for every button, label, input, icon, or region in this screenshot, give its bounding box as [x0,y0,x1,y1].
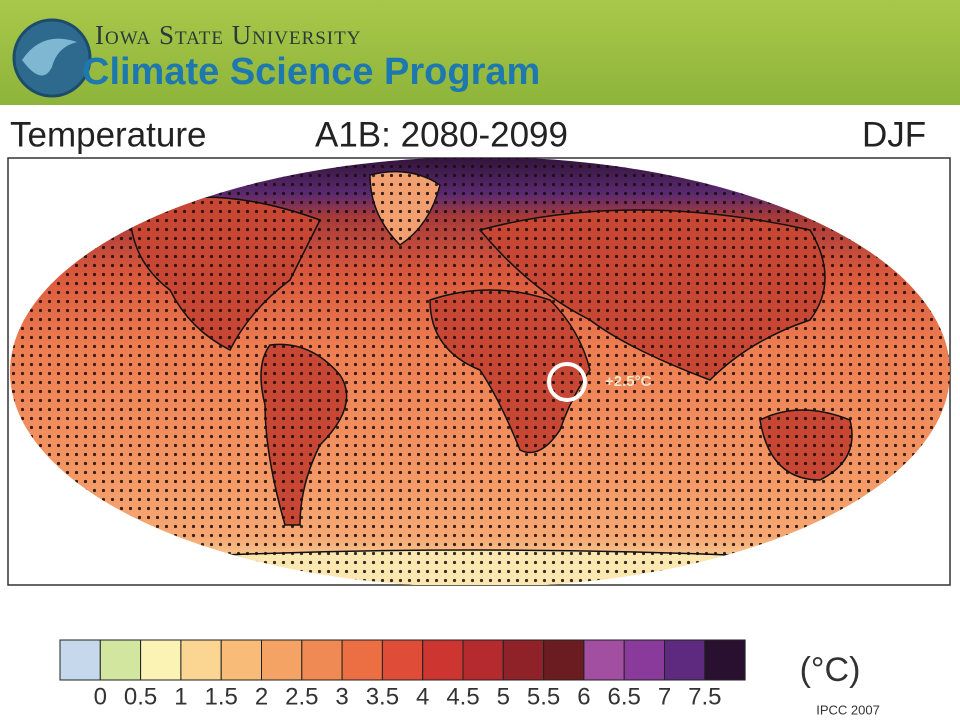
annotation: +2.5°C [605,373,652,390]
colorbar-swatch [381,639,424,681]
colorbar-swatch [220,639,262,681]
colorbar-swatch [704,639,746,681]
colorbar-tick-label: 7 [658,683,671,710]
logo [12,18,92,98]
colorbar-tick-label: 0.5 [124,683,157,710]
colorbar-swatch [140,639,182,681]
colorbar-tick-label: 6 [577,683,590,710]
colorbar-tick-label: 3 [335,683,348,710]
colorbar-swatch [462,639,504,681]
colorbar-tick-label: 0 [94,683,107,710]
map-season: DJF [862,115,926,154]
colorbar-swatch [623,639,666,681]
colorbar-swatch [583,639,625,681]
colorbar-swatch [664,639,706,681]
program-name: Climate Science Program [82,51,540,93]
colorbar-tick-label: 5 [497,683,510,710]
colorbar-tick-label: 6.5 [608,683,641,710]
colorbar-unit: (°C) [800,651,861,689]
colorbar-swatch [99,639,142,681]
highlight-circle [547,362,587,402]
map-scenario: A1B: 2080-2099 [315,115,568,154]
map [10,158,950,585]
colorbar-swatch [301,639,343,681]
colorbar-tick-label: 2 [255,683,268,710]
colorbar-tick-label: 4 [416,683,429,710]
colorbar-swatch [59,639,101,681]
colorbar-tick-label: 3.5 [366,683,399,710]
colorbar: 0 0.5 1 1.5 2 2.5 3 3.5 4 4.5 5 5.5 6 6.5 7 7.5 [59,639,746,710]
colorbar-swatch [422,639,464,681]
header-bar [0,0,960,105]
source: IPCC 2007 [816,702,880,717]
colorbar-tick-label: 1.5 [205,683,238,710]
colorbar-tick-label: 2.5 [285,683,318,710]
colorbar-swatch [543,639,585,681]
colorbar-tick-label: 4.5 [446,683,479,710]
colorbar-swatch [180,639,222,681]
colorbar-swatch [502,639,545,681]
map-title: Temperature [10,115,206,154]
colorbar-swatch [341,639,383,681]
colorbar-tick-label: 7.5 [688,683,721,710]
university-name: Iowa State University [95,20,361,50]
colorbar-swatch [261,639,303,681]
colorbar-tick-label: 5.5 [527,683,560,710]
colorbar-tick-label: 1 [174,683,187,710]
